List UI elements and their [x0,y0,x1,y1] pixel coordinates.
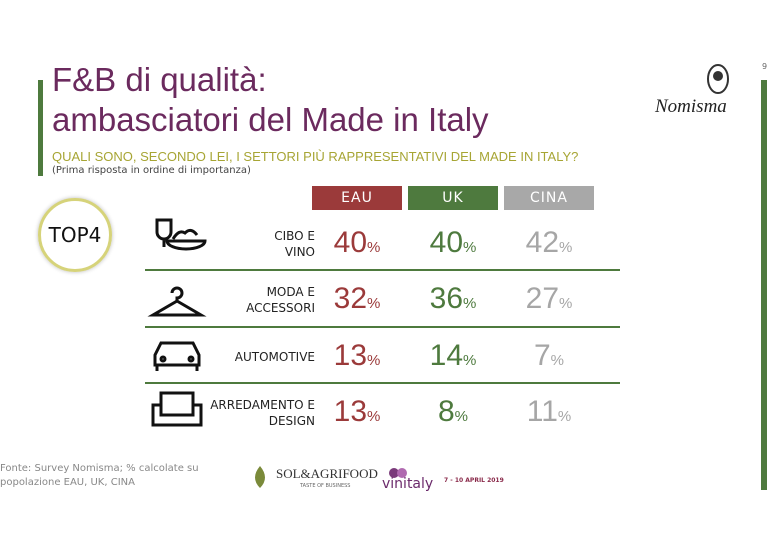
title: F&B di qualità: ambasciatori del Made in… [52,60,489,140]
row-separator [145,325,620,328]
row-label-line: AUTOMOTIVE [234,350,315,364]
value-number: 36 [429,282,464,315]
row-label-line: CIBO E [274,229,315,243]
row-label-line: ACCESSORI [246,301,315,315]
value: 40% [309,226,405,260]
value-unit: % [557,408,572,425]
row-label: AUTOMOTIVE [170,349,315,365]
value: 32% [309,282,405,316]
row-label-line: VINO [284,245,315,259]
value-number: 14 [429,339,464,372]
row-label-line: ARREDAMENTO E [210,398,315,412]
value-unit: % [367,352,381,369]
note: (Prima risposta in ordine di importanza) [52,165,251,176]
event-icon [389,468,407,478]
value-unit: % [367,408,381,425]
event-dates: 7 - 10 APRIL 2019 [444,477,504,484]
row-label: ARREDAMENTO E DESIGN [170,397,315,429]
source: Fonte: Survey Nomisma; % calcolate su po… [0,463,199,488]
row-label: CIBO E VINO [170,228,315,260]
value-unit: % [463,239,477,256]
logo-emblem [707,64,729,94]
sponsor-tagline: TASTE OF BUSINESS [300,483,351,489]
title-line: F&B di qualità: [52,61,267,98]
row-separator [145,382,620,384]
value-unit: % [367,295,381,312]
value-unit: % [367,239,381,256]
value: 14% [405,339,501,373]
value-number: 27 [525,282,560,315]
value: 13% [309,339,405,373]
accent-bar [761,80,767,490]
event: vinitaly [382,476,434,492]
logo: Nomisma [655,96,727,117]
value-number: 7 [533,339,551,372]
value: 36% [405,282,501,316]
sponsor: SOL&AGRIFOOD [276,466,378,481]
value-number: 32 [333,282,368,315]
row-icons [147,218,207,427]
accent-bar [38,80,43,176]
question: QUALI SONO, SECONDO LEI, I SETTORI PIÙ R… [52,149,579,164]
value-number: 8 [437,395,455,428]
value: 42% [501,226,597,260]
row-label: MODA E ACCESSORI [170,284,315,316]
badge: TOP4 [38,198,112,272]
value: 8% [405,395,501,429]
value-unit: % [463,352,477,369]
value: 13% [309,395,405,429]
value-number: 42 [525,226,560,259]
column-header: UK [408,186,498,210]
value: 11% [501,395,597,429]
value-unit: % [454,408,469,425]
row-separator [145,269,620,271]
value-unit: % [559,239,573,256]
page-number: 9 [762,62,768,71]
column-header: EAU [312,186,402,210]
value-unit: % [463,295,477,312]
value: 40% [405,226,501,260]
value-number: 13 [333,395,368,428]
value-number: 40 [333,226,368,259]
value-number: 40 [429,226,464,259]
value: 27% [501,282,597,316]
value-unit: % [559,295,573,312]
title-line: ambasciatori del Made in Italy [52,101,489,138]
value-number: 13 [333,339,368,372]
value-number: 11 [526,395,558,428]
row-label-line: DESIGN [268,414,315,428]
value: 7% [501,339,597,373]
row-label-line: MODA E [266,285,315,299]
column-header: CINA [504,186,594,210]
sponsor-icon [255,466,265,488]
value-unit: % [550,352,565,369]
